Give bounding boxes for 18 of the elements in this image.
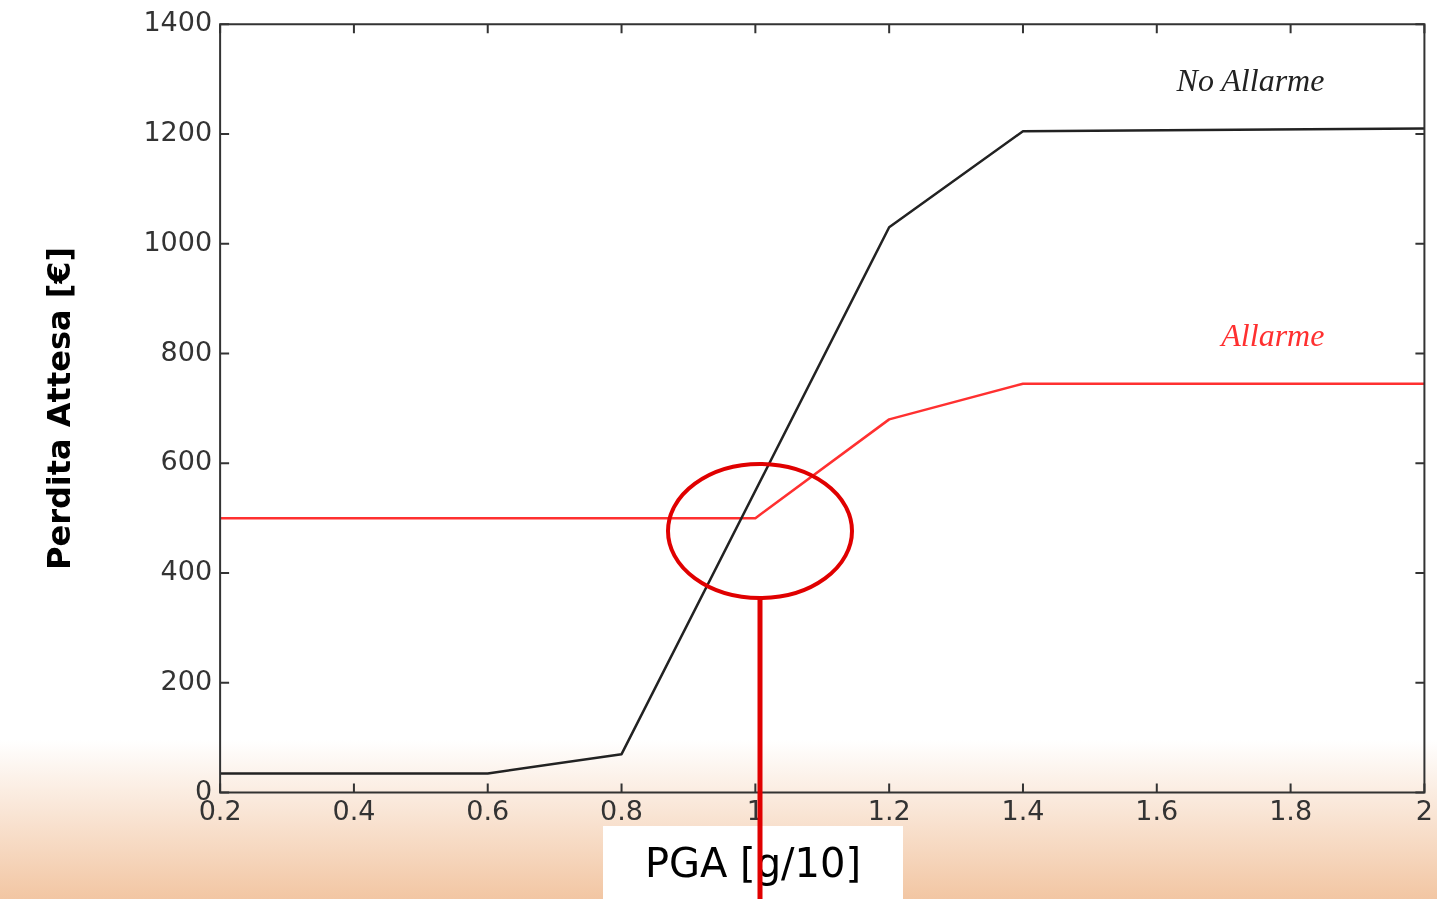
y-tick-label: 400 <box>160 555 213 587</box>
x-tick-label: 0.4 <box>332 794 376 826</box>
x-tick-label: 1.2 <box>867 794 911 826</box>
y-tick-label: 200 <box>160 664 213 696</box>
y-tick-label: 600 <box>160 445 213 477</box>
y-tick-label: 1000 <box>143 225 213 257</box>
series-label: Allarme <box>1219 317 1325 354</box>
x-tick-label: 1.4 <box>1001 794 1045 826</box>
series-label: No Allarme <box>1175 61 1325 98</box>
x-tick-label: 0.6 <box>466 794 510 826</box>
y-axis-title: Perdita Attesa [€] <box>39 246 78 570</box>
x-tick-label: 1.8 <box>1269 794 1313 826</box>
y-tick-label: 800 <box>160 335 213 367</box>
y-tick-label: 1200 <box>143 115 213 147</box>
x-tick-label: 0.8 <box>600 794 644 826</box>
y-tick-label: 1400 <box>143 6 213 38</box>
x-tick-label: 1.6 <box>1135 794 1179 826</box>
x-tick-label: 2 <box>1415 794 1433 826</box>
